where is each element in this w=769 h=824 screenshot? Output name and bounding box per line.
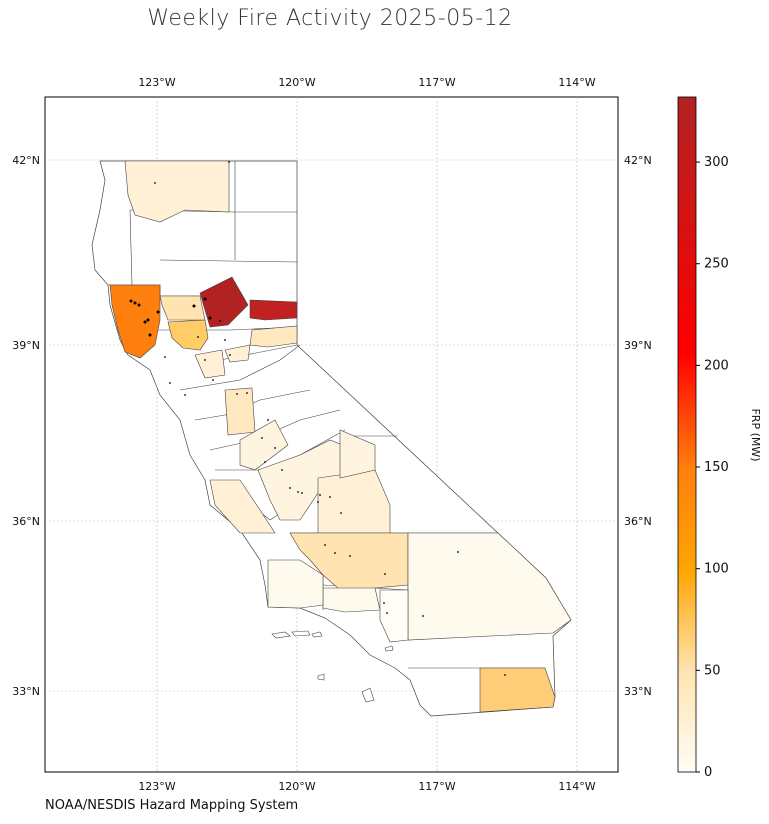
hotspot-dot <box>267 419 269 421</box>
county-slo <box>267 559 324 609</box>
hotspot-dot <box>422 615 424 617</box>
colorbar-tick-label: 200 <box>704 358 729 373</box>
lon-label-top: 117°W <box>418 76 455 89</box>
county-imperial <box>479 667 556 713</box>
channel-islands <box>271 630 394 703</box>
hotspot-dot <box>143 320 147 324</box>
lon-label-top: 120°W <box>278 76 315 89</box>
fire-hotspots <box>129 161 506 676</box>
hotspot-dot <box>324 544 326 546</box>
hotspot-dot <box>164 356 166 358</box>
hotspot-dot <box>156 310 160 314</box>
hotspot-dot <box>340 512 342 514</box>
hotspot-dot <box>148 333 152 337</box>
hotspot-dot <box>504 674 506 676</box>
hotspot-dot <box>129 299 133 303</box>
lat-label-left: 42°N <box>12 154 40 167</box>
colorbar-tick-label: 300 <box>704 155 729 170</box>
lat-labels-right: 42°N 39°N 36°N 33°N <box>624 154 652 698</box>
hotspot-dot <box>319 494 321 496</box>
hotspot-dot <box>329 496 331 498</box>
colorbar-tick-label: 0 <box>704 765 712 780</box>
hotspot-dot <box>264 461 266 463</box>
hotspot-dot <box>261 437 263 439</box>
county-northwest-inland <box>199 276 249 328</box>
lat-label-right: 39°N <box>624 339 652 352</box>
county-valley-4 <box>239 419 289 471</box>
colorbar-ticks: 0 50 100 150 200 250 300 <box>696 155 729 780</box>
hotspot-dot <box>203 297 207 301</box>
hotspot-dot <box>208 316 212 320</box>
lat-labels-left: 42°N 39°N 36°N 33°N <box>12 154 40 698</box>
lat-label-left: 33°N <box>12 685 40 698</box>
county-siskiyou <box>124 160 230 223</box>
hotspot-dot <box>383 602 385 604</box>
hotspot-dot <box>197 336 199 338</box>
hotspot-dot <box>219 320 221 322</box>
lon-label-bottom: 114°W <box>558 780 595 793</box>
county-inyo-north <box>339 429 376 479</box>
lat-label-right: 36°N <box>624 515 652 528</box>
hotspot-dot <box>274 447 276 449</box>
hotspot-dot <box>334 552 336 554</box>
colorbar-tick-label: 250 <box>704 257 729 272</box>
map-title: Weekly Fire Activity 2025-05-12 <box>147 6 513 31</box>
hotspot-dot <box>192 304 196 308</box>
hotspot-dot <box>386 612 388 614</box>
county-fills <box>109 160 572 713</box>
lat-label-right: 33°N <box>624 685 652 698</box>
colorbar-tick-label: 50 <box>704 663 721 678</box>
lon-label-top: 123°W <box>138 76 175 89</box>
hotspot-dot <box>317 501 319 503</box>
hotspot-dot <box>349 555 351 557</box>
hotspot-dot <box>236 393 238 395</box>
hotspot-dot <box>133 301 137 305</box>
county-tulare <box>317 469 391 534</box>
lon-labels-bottom: 123°W 120°W 117°W 114°W <box>138 780 595 793</box>
hotspot-dot <box>289 487 291 489</box>
data-credit: NOAA/NESDIS Hazard Mapping System <box>45 798 299 813</box>
county-northeast-inland <box>249 299 298 321</box>
county-valley-2 <box>194 349 226 379</box>
lat-label-right: 42°N <box>624 154 652 167</box>
lon-label-bottom: 120°W <box>278 780 315 793</box>
hotspot-dot <box>154 182 156 184</box>
hotspot-dot <box>212 379 214 381</box>
colorbar-label: FRP (MW) <box>749 408 762 461</box>
hotspot-dot <box>301 492 303 494</box>
county-central-north-2 <box>159 295 206 321</box>
hotspot-dot <box>281 469 283 471</box>
colorbar-tick-label: 100 <box>704 562 729 577</box>
county-monterey <box>209 479 276 534</box>
colorbar-tick-label: 150 <box>704 460 729 475</box>
hotspot-dot <box>384 573 386 575</box>
lon-label-bottom: 117°W <box>418 780 455 793</box>
hotspot-dot <box>169 382 171 384</box>
lat-label-left: 36°N <box>12 515 40 528</box>
hotspot-dot <box>228 161 230 163</box>
county-valley-1 <box>224 344 251 363</box>
hotspot-dot <box>224 339 226 341</box>
county-placer <box>249 325 298 348</box>
lon-label-top: 114°W <box>558 76 595 89</box>
hotspot-dot <box>457 551 459 553</box>
hotspot-dot <box>184 394 186 396</box>
lon-label-bottom: 123°W <box>138 780 175 793</box>
lon-labels-top: 123°W 120°W 117°W 114°W <box>138 76 595 89</box>
hotspot-dot <box>229 354 231 356</box>
hotspot-dot <box>246 392 248 394</box>
county-riverside <box>379 589 409 643</box>
hotspot-dot <box>137 303 141 307</box>
lat-label-left: 39°N <box>12 339 40 352</box>
county-la <box>322 587 381 613</box>
hotspot-dot <box>297 491 299 493</box>
colorbar <box>677 96 697 773</box>
hotspot-dot <box>204 359 206 361</box>
hotspot-dot <box>146 318 150 322</box>
county-valley-3 <box>224 387 256 436</box>
